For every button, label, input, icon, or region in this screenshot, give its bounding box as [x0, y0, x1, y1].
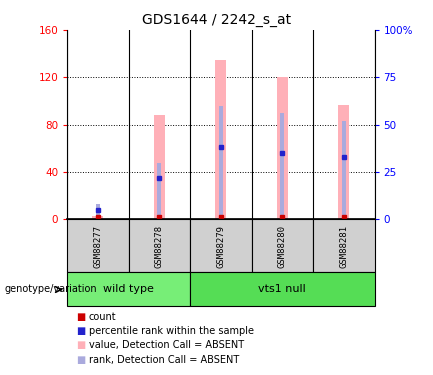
Text: percentile rank within the sample: percentile rank within the sample: [89, 326, 254, 336]
Text: rank, Detection Call = ABSENT: rank, Detection Call = ABSENT: [89, 355, 239, 364]
Text: ■: ■: [76, 312, 85, 322]
Text: value, Detection Call = ABSENT: value, Detection Call = ABSENT: [89, 340, 244, 350]
Bar: [252, 219, 313, 272]
Text: ■: ■: [76, 326, 85, 336]
Bar: [281, 113, 284, 219]
Bar: [219, 106, 223, 219]
Bar: [342, 121, 346, 219]
Bar: [190, 272, 375, 306]
Text: GSM88277: GSM88277: [94, 225, 102, 268]
Bar: [96, 204, 100, 219]
Text: GSM88279: GSM88279: [216, 225, 225, 268]
Text: count: count: [89, 312, 116, 322]
Bar: [158, 163, 161, 219]
Text: vts1 null: vts1 null: [259, 284, 306, 294]
Bar: [154, 115, 165, 219]
Text: ■: ■: [76, 340, 85, 350]
Bar: [313, 219, 375, 272]
Text: GSM88280: GSM88280: [278, 225, 287, 268]
Bar: [277, 77, 288, 219]
Bar: [338, 105, 349, 219]
Text: genotype/variation: genotype/variation: [4, 285, 97, 294]
Bar: [67, 272, 190, 306]
Bar: [215, 60, 226, 219]
Text: GDS1644 / 2242_s_at: GDS1644 / 2242_s_at: [142, 13, 291, 27]
Text: GSM88278: GSM88278: [155, 225, 164, 268]
Text: wild type: wild type: [103, 284, 154, 294]
Bar: [129, 219, 190, 272]
Bar: [67, 219, 129, 272]
Bar: [92, 216, 103, 219]
Bar: [190, 219, 252, 272]
Text: ■: ■: [76, 355, 85, 364]
Text: GSM88281: GSM88281: [339, 225, 348, 268]
